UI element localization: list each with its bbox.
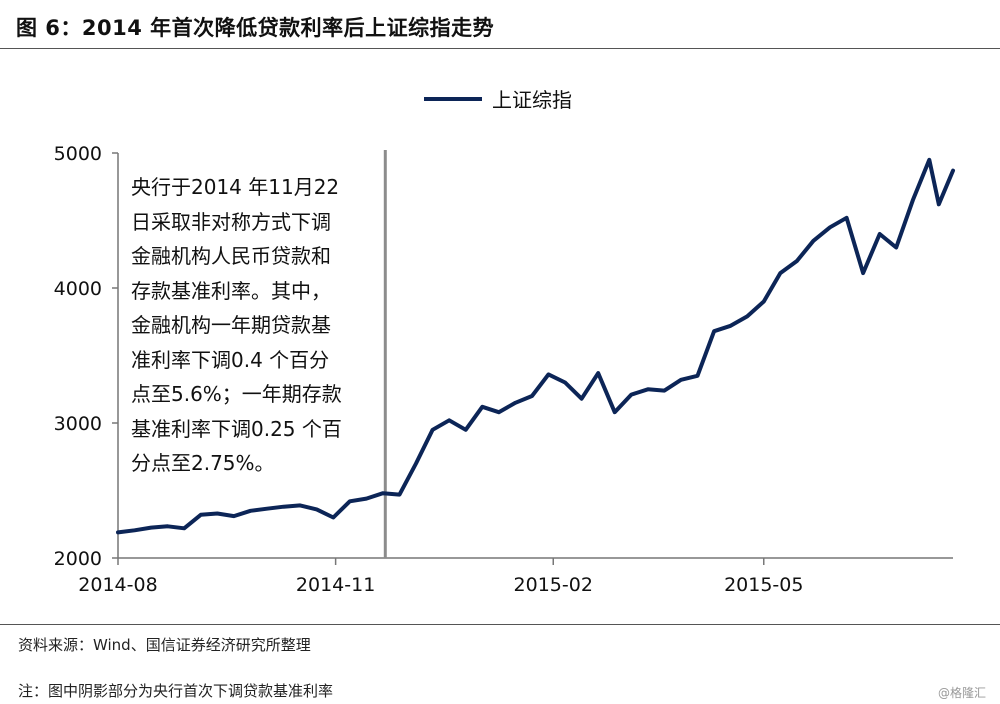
y-tick-label: 5000 [54,143,102,165]
policy-annotation: 央行于2014 年11月22 日采取非对称方式下调 金融机构人民币贷款和 存款基… [131,175,342,475]
watermark: @格隆汇 [937,686,986,700]
x-tick-label: 2015-05 [724,574,803,596]
title-rule [0,48,1000,49]
legend-label: 上证综指 [492,88,572,112]
series-line-shanghai-composite [116,157,955,535]
x-tick-label: 2014-11 [296,574,375,596]
y-tick-label: 4000 [54,278,102,300]
y-tick-label: 2000 [54,548,102,570]
y-tick-label: 3000 [54,413,102,435]
source-note: 资料来源：Wind、国信证券经济研究所整理 [18,636,311,654]
x-tick-label: 2015-02 [514,574,593,596]
y-axis: 2000 3000 4000 5000 [54,143,119,570]
x-tick-label: 2014-08 [78,574,157,596]
chart-legend: 上证综指 [424,84,572,113]
x-axis: 2014-08 2014-11 2015-02 2015-05 [78,557,953,596]
chart-note: 注：图中阴影部分为央行首次下调贷款基准利率 [18,682,334,700]
footer-rule [0,624,1000,625]
figure-title: 图 6：2014 年首次降低贷款利率后上证综指走势 [16,16,495,40]
legend-line-swatch [424,96,482,101]
